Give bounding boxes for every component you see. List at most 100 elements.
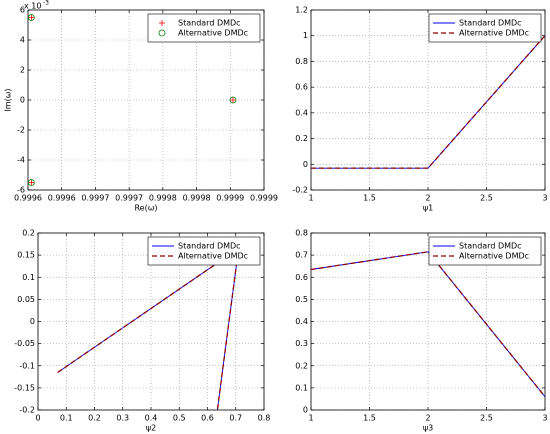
legend-box [147,236,261,266]
data-layer [311,35,545,169]
x-axis-label: ψ2 [146,424,156,433]
axes-frame [27,9,265,191]
legend-label: Standard DMDc [459,19,522,28]
y-tick-label: -0.05 [14,339,35,348]
x-tick-label: 0.9998 [183,194,211,203]
y-tick-label: 0.8 [295,229,308,238]
y-tick-label: 0.2 [295,361,308,370]
y-tick-label: -4 [17,156,25,165]
y-tick-label: 0.2 [295,134,308,143]
legend-label: Alternative DMDc [459,252,529,261]
y-tick-label: -0.15 [14,383,35,392]
y-tick-label: -2 [17,126,25,135]
x-axis-label: ψ1 [423,204,433,213]
legend-marker [159,20,165,26]
y-tick-label: 0.6 [295,83,308,92]
y-tick-label: 0.8 [295,57,308,66]
x-tick-label: 3 [542,194,547,203]
legend-marker [158,29,166,37]
x-tick-label: 1.5 [363,194,376,203]
y-tick-label: 0.6 [295,273,308,282]
x-tick-label: 3 [542,414,547,423]
line [311,35,545,169]
point [229,96,237,104]
x-tick-label: 0.9999 [250,194,278,203]
x-tick-label: 2 [425,414,430,423]
legend-label: Standard DMDc [178,242,241,251]
x-tick-label: 0.9998 [149,194,177,203]
y-tick-label: 0.3 [295,339,308,348]
point [28,179,35,186]
y-tick-label: 0 [303,160,308,169]
y-tick-label: 1.2 [295,6,308,15]
subplot: 1 1.5 2 2.5 3 0 0.1 0.2 0.3 0.4 0.5 0.6 0.7 0.8 ψ3 Stan… [295,229,547,433]
axis-multiplier-exp: -3 [43,0,49,7]
y-tick-label: 0 [303,406,308,415]
x-tick-label: 0.2 [88,414,101,423]
data-layer [28,14,237,186]
x-tick-label: 0.3 [116,414,129,423]
x-tick-label: 0.9996 [48,194,76,203]
x-tick-label: 2 [425,194,430,203]
legend-box [147,13,261,43]
x-tick-label: 2.5 [480,414,493,423]
y-tick-label: -6 [17,186,25,195]
y-tick-label: 0.1 [295,383,308,392]
subplot: 0 0.1 0.2 0.3 0.4 0.5 0.6 0.7 0.8 -0.2 -0.15 -0.1 -0… [14,229,270,433]
axes-frame [310,9,546,191]
legend-box [428,13,542,43]
x-tick-label: 0.9997 [81,194,109,203]
point [28,14,35,21]
point [28,14,35,21]
y-tick-label: 0 [20,96,25,105]
x-tick-label: 0.6 [201,414,214,423]
legend-label: Alternative DMDc [178,29,248,38]
y-axis-label: Im(ω) [4,88,13,111]
subplot: 1 1.5 2 2.5 3 -0.2 0 0.2 0.4 0.6 0.8 1 1.2 ψ1 Standard… [292,6,547,213]
y-tick-label: 0.4 [295,317,308,326]
point [28,179,35,186]
data-layer [311,251,545,398]
x-tick-label: 0.9997 [115,194,143,203]
legend-box [428,236,542,266]
legend-label: Alternative DMDc [459,29,529,38]
y-tick-label: 2 [20,66,25,75]
x-tick-label: 0.1 [60,414,73,423]
point [229,97,236,103]
y-tick-label: 0 [30,317,35,326]
x-tick-label: 0.7 [229,414,242,423]
y-tick-label: 1 [303,31,308,40]
legend-label: Alternative DMDc [178,252,248,261]
y-tick-label: -0.2 [292,186,308,195]
y-tick-label: -0.1 [19,361,35,370]
x-tick-label: 2.5 [480,194,493,203]
y-tick-label: 0.4 [295,108,308,117]
legend-label: Standard DMDc [178,19,241,28]
x-tick-label: 0 [35,414,40,423]
x-tick-label: 0.9996 [14,194,42,203]
y-tick-label: 0.05 [17,295,35,304]
y-tick-label: 4 [20,36,25,45]
x-tick-label: 1 [308,414,313,423]
x-axis-label: Re(ω) [134,204,157,213]
subplot: 0.9996 0.9996 0.9997 0.9997 0.9998 0.9998 0.99… [4,0,279,213]
x-tick-label: 0.9999 [216,194,244,203]
axis-multiplier: x 10 [24,2,41,11]
legend-label: Standard DMDc [459,242,522,251]
x-tick-label: 0.5 [173,414,186,423]
y-tick-label: 0.1 [22,273,35,282]
axes-frame [37,232,265,411]
y-tick-label: 0.7 [295,251,308,260]
line [311,251,545,398]
x-axis-label: ψ3 [423,424,433,433]
y-tick-label: 0.5 [295,295,308,304]
x-tick-label: 0.4 [145,414,158,423]
y-tick-label: 6 [20,6,25,15]
x-tick-label: 1 [308,194,313,203]
axes-frame [310,232,546,411]
